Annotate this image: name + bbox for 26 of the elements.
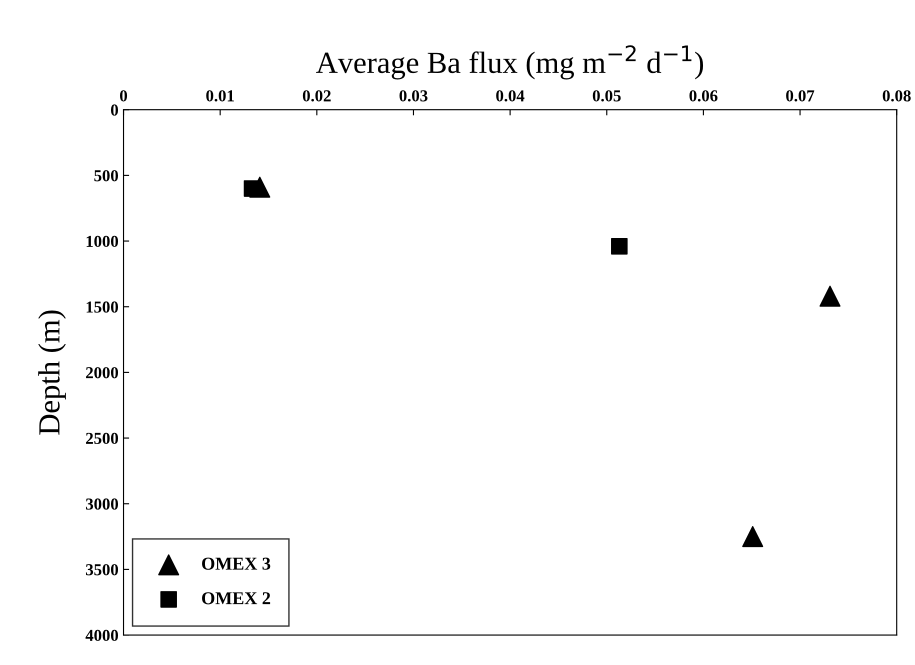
legend-label: OMEX 2 bbox=[202, 592, 270, 604]
x-tick-label: 0.02 bbox=[302, 90, 331, 102]
x-tick-label: 0.01 bbox=[206, 90, 234, 102]
legend-label: OMEX 3 bbox=[202, 558, 270, 570]
x-tick-label: 0.03 bbox=[400, 90, 428, 102]
y-tick-label: 1000 bbox=[86, 236, 118, 248]
x-tick-label: 0.05 bbox=[592, 90, 621, 102]
x-tick-label: 0.06 bbox=[689, 90, 718, 102]
x-tick-label: 0 bbox=[120, 90, 128, 102]
y-tick-label: 3000 bbox=[86, 498, 118, 510]
y-tick-label: 2500 bbox=[86, 432, 118, 444]
y-tick-label: 500 bbox=[94, 170, 118, 182]
x-tick-label: 0.04 bbox=[496, 90, 524, 102]
x-axis-title: Average Ba flux (mg m$^{−2}$ d$^{−1}$) bbox=[316, 45, 704, 80]
point bbox=[611, 238, 628, 255]
y-axis-title: Depth (m) bbox=[38, 310, 66, 435]
y-tick-label: 4000 bbox=[86, 630, 118, 642]
point bbox=[742, 526, 764, 548]
x-tick-label: 0.07 bbox=[786, 90, 814, 102]
point bbox=[249, 176, 270, 198]
y-tick-label: 2000 bbox=[86, 367, 118, 378]
point bbox=[820, 286, 841, 307]
x-tick-label: 0.08 bbox=[882, 90, 911, 102]
y-tick-label: 0 bbox=[110, 104, 118, 116]
y-tick-label: 1500 bbox=[86, 301, 118, 313]
y-tick-label: 3500 bbox=[86, 564, 118, 576]
